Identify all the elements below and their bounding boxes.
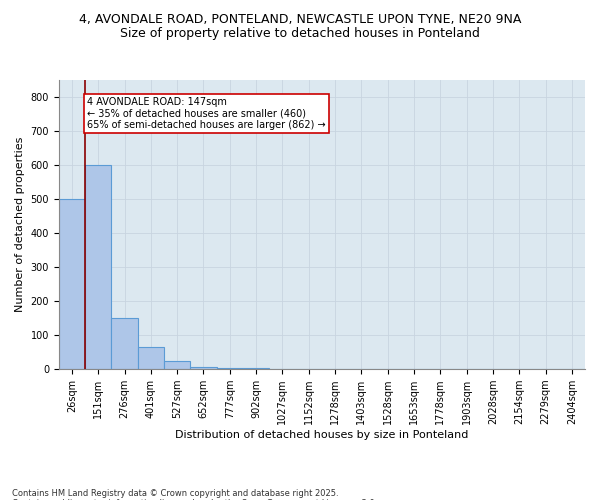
Text: Size of property relative to detached houses in Ponteland: Size of property relative to detached ho… [120, 28, 480, 40]
Text: Contains HM Land Registry data © Crown copyright and database right 2025.: Contains HM Land Registry data © Crown c… [12, 488, 338, 498]
Bar [138, 347, 164, 369]
X-axis label: Distribution of detached houses by size in Ponteland: Distribution of detached houses by size … [175, 430, 469, 440]
Bar [112, 318, 138, 369]
Y-axis label: Number of detached properties: Number of detached properties [15, 137, 25, 312]
Bar [164, 360, 190, 369]
Text: 4, AVONDALE ROAD, PONTELAND, NEWCASTLE UPON TYNE, NE20 9NA: 4, AVONDALE ROAD, PONTELAND, NEWCASTLE U… [79, 12, 521, 26]
Bar [85, 165, 112, 369]
Bar [243, 368, 269, 369]
Bar [59, 199, 85, 369]
Bar [217, 368, 243, 369]
Text: 4 AVONDALE ROAD: 147sqm
← 35% of detached houses are smaller (460)
65% of semi-d: 4 AVONDALE ROAD: 147sqm ← 35% of detache… [87, 97, 326, 130]
Bar [190, 368, 217, 369]
Text: Contains public sector information licensed under the Open Government Licence v3: Contains public sector information licen… [12, 498, 377, 500]
